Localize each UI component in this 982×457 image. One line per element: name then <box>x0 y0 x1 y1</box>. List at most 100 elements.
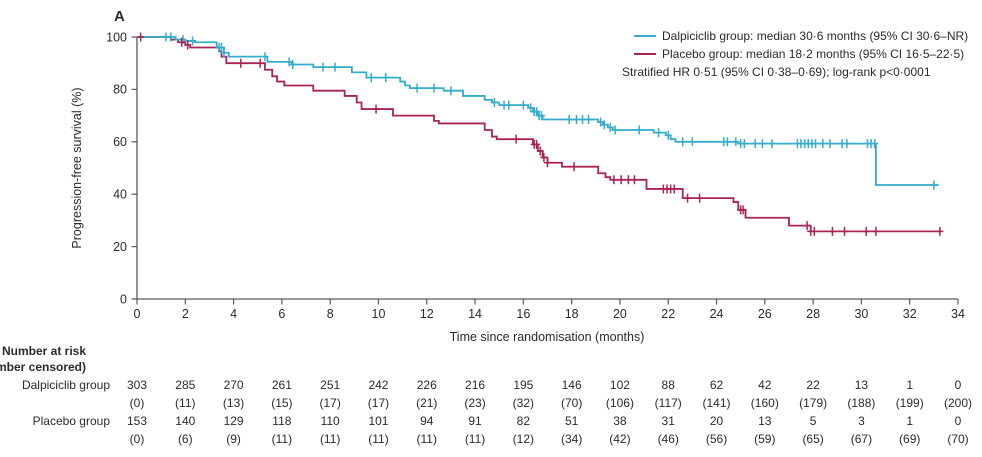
x-tick-label: 20 <box>613 307 627 321</box>
risk-cell: (11) <box>175 396 196 410</box>
risk-cell: (34) <box>560 432 583 446</box>
y-tick-label: 80 <box>113 83 127 97</box>
legend-row-dalpiciclib: Dalpiciclib group: median 30·6 months (9… <box>634 27 968 45</box>
risk-cell: (188) <box>847 396 876 410</box>
risk-cell: (11) <box>319 432 341 446</box>
risk-cell: (17) <box>319 396 341 410</box>
x-tick-label: 6 <box>278 307 285 321</box>
risk-cell: 303 <box>126 378 148 392</box>
legend-label-placebo: Placebo group: median 18·2 months (95% C… <box>662 47 965 61</box>
x-tick-label: 16 <box>516 307 530 321</box>
x-tick-label: 22 <box>661 307 675 321</box>
risk-cell: (32) <box>512 396 535 410</box>
risk-cell: 62 <box>709 378 724 392</box>
risk-cell: (11) <box>271 432 293 446</box>
y-tick-label: 40 <box>113 188 127 202</box>
x-tick-label: 18 <box>565 307 579 321</box>
risk-cell: (56) <box>705 432 728 446</box>
risk-cell: (12) <box>512 432 535 446</box>
risk-cell: 118 <box>272 414 292 428</box>
y-axis-title: Progression-free survival (%) <box>70 87 84 248</box>
risk-cell: (59) <box>754 432 776 446</box>
x-tick-label: 24 <box>710 307 724 321</box>
risk-cell: (23) <box>464 396 486 410</box>
x-tick-label: 28 <box>806 307 820 321</box>
risk-cell: 31 <box>661 414 675 428</box>
risk-table-subtitle: (number censored) <box>0 360 86 374</box>
risk-cell: (67) <box>850 432 873 446</box>
x-tick-label: 8 <box>327 307 334 321</box>
survival-curves <box>137 32 944 236</box>
risk-cell: (70) <box>947 432 969 446</box>
y-tick-label: 100 <box>106 30 127 44</box>
risk-cell: 270 <box>223 378 244 392</box>
risk-cell: (0) <box>129 432 145 446</box>
risk-cell: 0 <box>954 378 962 392</box>
risk-cell: 51 <box>564 414 579 428</box>
risk-cell: 0 <box>954 414 962 428</box>
x-axis-title: Time since randomisation (months) <box>450 330 645 344</box>
risk-cell: (0) <box>129 396 145 410</box>
risk-cell: (117) <box>654 396 682 410</box>
risk-cell: (141) <box>702 396 731 410</box>
risk-cell: 242 <box>368 378 389 392</box>
risk-cell: 216 <box>465 378 486 392</box>
x-tick-label: 30 <box>854 307 868 321</box>
risk-cell: 1 <box>906 414 914 428</box>
dalpiciclib-line-swatch <box>634 35 656 37</box>
x-tick-label: 34 <box>951 307 965 321</box>
risk-cell: 88 <box>661 378 675 392</box>
placebo-line-swatch <box>634 53 656 55</box>
risk-cell: 140 <box>175 414 196 428</box>
risk-cell: 20 <box>709 414 724 428</box>
risk-cell: 22 <box>806 378 820 392</box>
risk-cell: 102 <box>609 378 630 392</box>
risk-cell: 285 <box>175 378 196 392</box>
risk-cell: 110 <box>320 414 340 428</box>
risk-cell: 129 <box>223 414 244 428</box>
risk-cell: 91 <box>468 414 482 428</box>
risk-cell: 146 <box>561 378 582 392</box>
risk-cell: (42) <box>609 432 631 446</box>
risk-cell: 251 <box>320 378 341 392</box>
risk-cell: 195 <box>513 378 534 392</box>
x-tick-label: 26 <box>758 307 772 321</box>
risk-cell: (65) <box>802 432 824 446</box>
y-tick-label: 20 <box>113 240 127 254</box>
dalpiciclib-censor-marks <box>162 32 938 190</box>
risk-cell: (21) <box>416 396 438 410</box>
risk-cell: 13 <box>758 414 772 428</box>
risk-table-title: Number at risk <box>1 344 86 358</box>
risk-row-label-placebo: Placebo group <box>32 414 110 428</box>
risk-cell: (160) <box>750 396 779 410</box>
risk-cell: 5 <box>809 414 817 428</box>
panel-label: A <box>114 8 125 25</box>
y-tick-label: 60 <box>113 135 127 149</box>
risk-cell: 226 <box>416 378 437 392</box>
risk-cell: 94 <box>420 414 434 428</box>
risk-cell: (200) <box>943 396 972 410</box>
risk-cell: (179) <box>799 396 828 410</box>
placebo-censor-marks <box>137 32 944 236</box>
risk-cell: 82 <box>516 414 531 428</box>
risk-cell: (11) <box>368 432 389 446</box>
x-tick-label: 10 <box>372 307 386 321</box>
risk-cell: (11) <box>464 432 486 446</box>
risk-cell: 101 <box>368 414 389 428</box>
risk-cell: (6) <box>177 432 193 446</box>
x-tick-label: 32 <box>903 307 917 321</box>
risk-cell: (11) <box>416 432 437 446</box>
stratified-hr-note: Stratified HR 0·51 (95% CI 0·38–0·69); l… <box>622 65 931 79</box>
dalpiciclib-curve <box>137 36 939 186</box>
risk-cell: (199) <box>895 396 924 410</box>
risk-cell: (46) <box>657 432 679 446</box>
risk-cell: (13) <box>222 396 245 410</box>
risk-cell: 3 <box>858 414 865 428</box>
risk-cell: (15) <box>271 396 293 410</box>
risk-cell: (69) <box>899 432 921 446</box>
risk-cell: (17) <box>367 396 390 410</box>
legend-label-dalpiciclib: Dalpiciclib group: median 30·6 months (9… <box>662 29 969 43</box>
risk-cell: 153 <box>126 414 148 428</box>
